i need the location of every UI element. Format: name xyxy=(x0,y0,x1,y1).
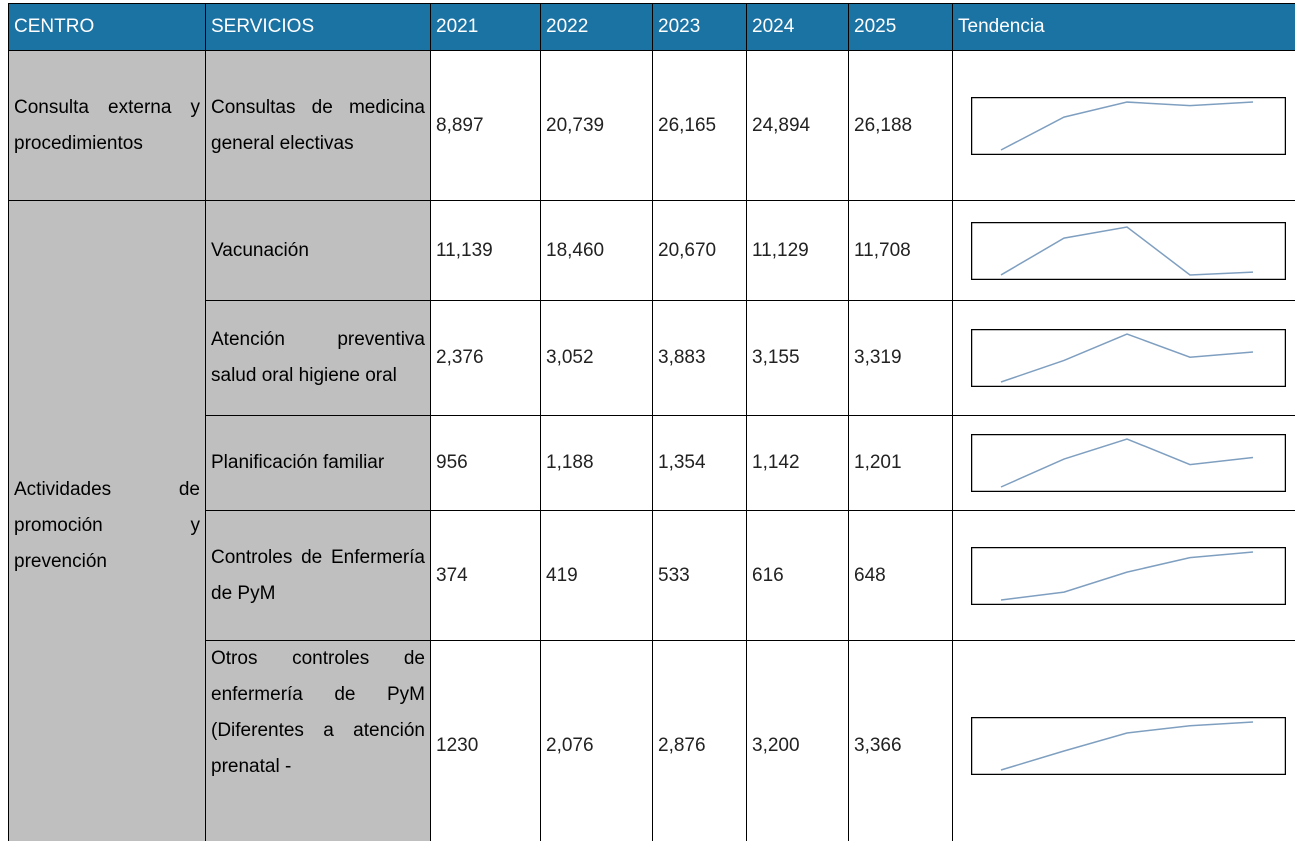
value-cell: 1,188 xyxy=(540,415,653,511)
value-cell: 3,052 xyxy=(540,300,653,416)
centro-cell: Actividades de promoción y prevención xyxy=(8,200,206,841)
servicio-cell: Vacunación xyxy=(205,200,431,301)
servicio-cell: Controles de Enfermería de PyM xyxy=(205,510,431,641)
trend-cell xyxy=(952,50,1295,201)
sparkline xyxy=(971,329,1286,387)
servicio-cell: Atención preventiva salud oral higiene o… xyxy=(205,300,431,416)
table-row: Controles de Enfermería de PyM 374 419 533 6… xyxy=(9,510,1295,641)
value-cell: 20,670 xyxy=(652,200,747,301)
value-cell: 18,460 xyxy=(540,200,653,301)
servicio-cell: Planificación familiar xyxy=(205,415,431,511)
sparkline-box xyxy=(971,716,1286,775)
value-cell: 26,165 xyxy=(652,50,747,201)
sparkline-box xyxy=(971,329,1286,387)
sparkline-line xyxy=(1000,333,1254,383)
value-cell: 26,188 xyxy=(848,50,953,201)
header-cell: 2024 xyxy=(746,3,849,51)
sparkline-line xyxy=(1000,720,1254,771)
header-cell: Tendencia xyxy=(952,3,1295,51)
value-cell: 8,897 xyxy=(430,50,541,201)
trend-cell xyxy=(952,300,1295,416)
header-cell: 2025 xyxy=(848,3,953,51)
value-cell: 11,708 xyxy=(848,200,953,301)
value-cell: 3,366 xyxy=(848,640,953,841)
value-cell: 1,201 xyxy=(848,415,953,511)
value-cell: 648 xyxy=(848,510,953,641)
trend-cell xyxy=(952,200,1295,301)
sparkline xyxy=(971,716,1286,775)
table-body: Consulta externa y procedimientos Consult… xyxy=(8,50,1295,841)
value-cell: 3,319 xyxy=(848,300,953,416)
value-cell: 11,139 xyxy=(430,200,541,301)
value-cell: 374 xyxy=(430,510,541,641)
table-row: Actividades de promoción y prevención Vac… xyxy=(8,200,1295,841)
header-cell: CENTRO xyxy=(8,3,206,51)
table-row: Consulta externa y procedimientos Consult… xyxy=(8,50,1295,201)
centro-cell: Consulta externa y procedimientos xyxy=(8,50,206,201)
sparkline-line xyxy=(1000,550,1254,601)
value-cell: 1,142 xyxy=(746,415,849,511)
sparkline-line xyxy=(1000,225,1254,276)
value-cell: 2,076 xyxy=(540,640,653,841)
value-cell: 24,894 xyxy=(746,50,849,201)
servicio-cell: Otros controles de enfermería de PyM (Di… xyxy=(205,640,431,841)
value-cell: 533 xyxy=(652,510,747,641)
sparkline-box xyxy=(971,546,1286,605)
value-cell: 3,200 xyxy=(746,640,849,841)
header-cell: SERVICIOS xyxy=(205,3,431,51)
header-cell: 2021 xyxy=(430,3,541,51)
sparkline xyxy=(971,221,1286,280)
trend-cell xyxy=(952,415,1295,511)
value-cell: 1230 xyxy=(430,640,541,841)
value-cell: 616 xyxy=(746,510,849,641)
sparkline-box xyxy=(971,434,1286,492)
sparkline xyxy=(971,546,1286,605)
sparkline xyxy=(971,434,1286,492)
header-cell: 2023 xyxy=(652,3,747,51)
value-cell: 419 xyxy=(540,510,653,641)
data-table: CENTRO SERVICIOS 2021 2022 2023 2024 2025 Tende… xyxy=(8,3,1295,841)
value-cell: 20,739 xyxy=(540,50,653,201)
header-cell: 2022 xyxy=(540,3,653,51)
sparkline-box xyxy=(971,221,1286,280)
servicio-cell: Consultas de medicina general electivas xyxy=(205,50,431,201)
sparkline-line xyxy=(1000,438,1254,488)
value-cell: 1,354 xyxy=(652,415,747,511)
sparkline-line xyxy=(1000,100,1254,151)
value-cell: 3,155 xyxy=(746,300,849,416)
value-cell: 3,883 xyxy=(652,300,747,416)
table-row: Atención preventiva salud oral higiene o… xyxy=(9,300,1295,416)
table-row: Otros controles de enfermería de PyM (Di… xyxy=(9,640,1295,841)
value-cell: 2,876 xyxy=(652,640,747,841)
trend-cell xyxy=(952,640,1295,841)
value-cell: 11,129 xyxy=(746,200,849,301)
trend-cell xyxy=(952,510,1295,641)
sparkline xyxy=(971,96,1286,155)
table-row: Planificación familiar 956 1,188 1,354 1,142… xyxy=(9,415,1295,511)
value-cell: 956 xyxy=(430,415,541,511)
value-cell: 2,376 xyxy=(430,300,541,416)
sparkline-box xyxy=(971,96,1286,155)
header-row: CENTRO SERVICIOS 2021 2022 2023 2024 2025 Tende… xyxy=(8,3,1295,51)
